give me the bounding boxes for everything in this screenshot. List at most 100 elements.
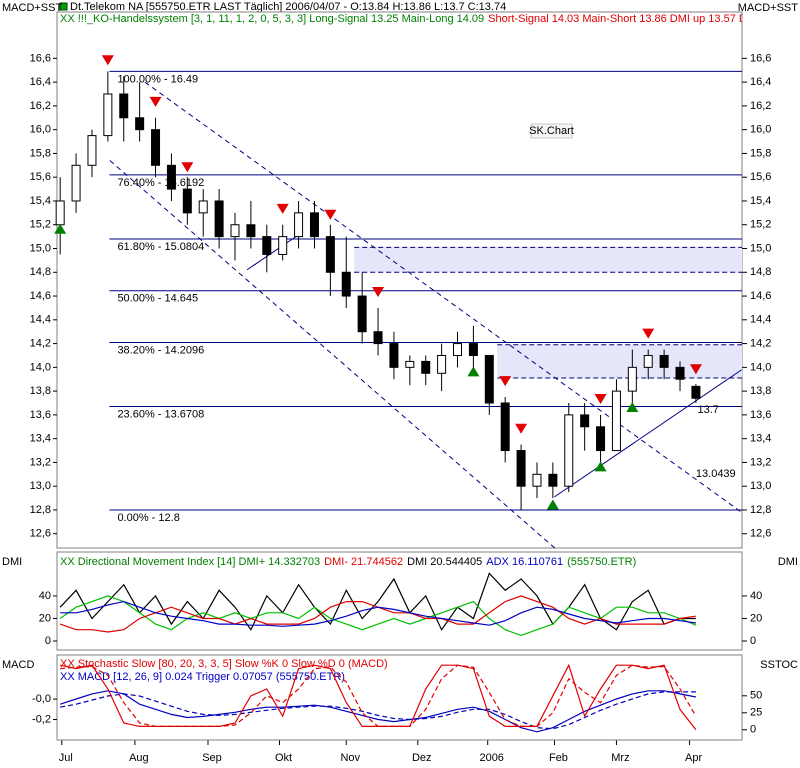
candle-body <box>691 385 701 399</box>
candle-body <box>437 354 447 374</box>
x-tick-label: Jul <box>59 752 73 764</box>
y-tick-label: 16,2 <box>750 100 771 112</box>
y-tick-label: -0,2 <box>32 713 51 725</box>
series-line <box>60 690 697 733</box>
y-tick-label: 15,0 <box>30 242 51 254</box>
y-tick-label: 13,8 <box>750 385 771 397</box>
y-tick-label: 14,4 <box>30 314 51 326</box>
candle-body <box>389 343 399 368</box>
y-tick-label: 16,0 <box>750 124 771 136</box>
y-tick-label: 15,6 <box>750 171 771 183</box>
annotation: 13.0439 <box>696 468 736 480</box>
candle-body <box>548 473 558 487</box>
y-tick-label: 15,4 <box>30 195 51 207</box>
candle-body <box>309 212 319 238</box>
y-tick-label: 14,6 <box>750 290 771 302</box>
x-tick-label: Feb <box>549 752 568 764</box>
signal-marker <box>594 394 607 405</box>
candle-body <box>421 360 431 374</box>
trendline <box>144 81 742 513</box>
title-part: XX !!!_KO-Handelssystem [3, 1, 11, 1, 2,… <box>60 13 484 25</box>
title-part: (555750.ETR) <box>567 556 636 568</box>
signal-marker <box>324 209 337 220</box>
candle-body <box>278 236 288 255</box>
candle-body <box>516 450 526 487</box>
y-tick-label: 16,6 <box>30 52 51 64</box>
fib-label: 38.20% - 14.2096 <box>117 344 204 356</box>
y-tick-label: 15,2 <box>30 219 51 231</box>
y-tick-label: 13,6 <box>30 409 51 421</box>
candle-body <box>373 331 383 345</box>
signal-marker <box>372 287 385 298</box>
y-tick-label: 14,0 <box>30 361 51 373</box>
candle-body <box>596 426 606 452</box>
y-tick-label: 13,4 <box>30 433 51 445</box>
y-tick-label: 14,2 <box>30 337 51 349</box>
candle-body <box>151 129 161 166</box>
chart-title: Dt.Telekom NA [555750.ETR LAST Täglich] … <box>70 1 506 13</box>
signal-marker <box>101 55 114 66</box>
candle-body <box>564 414 574 487</box>
candle-body <box>453 343 463 356</box>
panel-title: XX MACD [12, 26, 9] 0.024 Trigger 0.0705… <box>60 671 345 683</box>
y-tick-label: 14,6 <box>30 290 51 302</box>
x-tick-label: Mrz <box>611 752 629 764</box>
y-tick-label: 16,4 <box>30 76 51 88</box>
y-tick-label: 15,0 <box>750 242 771 254</box>
title-part: XX Directional Movement Index [14] DMI+ … <box>60 556 320 568</box>
zone <box>497 344 742 379</box>
fib-label: 0.00% - 12.8 <box>117 512 179 524</box>
candle-body <box>71 164 81 202</box>
y-tick-label: 13,2 <box>750 456 771 468</box>
series-icon <box>59 2 68 11</box>
candle-body <box>643 354 653 368</box>
panel-title: XX Stochastic Slow [80, 20, 3, 3, 5] Slo… <box>60 658 388 670</box>
signal-marker <box>642 328 655 339</box>
y-tick-label: 15,8 <box>30 147 51 159</box>
fib-label: 100.00% - 16.49 <box>117 73 198 85</box>
candle-body <box>87 135 97 166</box>
y-tick-label: 20 <box>750 612 762 624</box>
y-tick-label: 15,2 <box>750 219 771 231</box>
panel-label: MACD <box>2 659 34 671</box>
candle-body <box>166 164 176 190</box>
candle-body <box>262 236 272 255</box>
candle-body <box>214 200 224 238</box>
candle-body <box>103 93 113 137</box>
candle-body <box>294 212 304 238</box>
panel-label: DMI <box>778 556 798 568</box>
series-line <box>60 664 697 727</box>
y-tick-label: 14,8 <box>30 266 51 278</box>
panel-label: MACD+SST <box>738 2 798 14</box>
x-tick-label: Aug <box>129 752 149 764</box>
title-part: DMI- 21.744562 <box>324 556 403 568</box>
candle-body <box>468 343 478 356</box>
y-tick-label: 12,6 <box>30 528 51 540</box>
candle-body <box>659 354 669 368</box>
signal-marker <box>499 376 512 387</box>
trendline <box>554 369 742 498</box>
y-tick-label: 13,4 <box>750 433 771 445</box>
y-tick-label: 16,0 <box>30 124 51 136</box>
y-tick-label: 25 <box>750 707 762 719</box>
panel-label: SSTOC <box>760 659 798 671</box>
fib-label: 61.80% - 15.0804 <box>117 241 204 253</box>
signal-marker <box>467 366 480 377</box>
y-tick-label: 16,2 <box>30 100 51 112</box>
y-tick-label: 0 <box>750 724 756 736</box>
candle-body <box>182 188 192 214</box>
y-tick-label: 16,4 <box>750 76 771 88</box>
signal-marker <box>149 96 162 107</box>
y-tick-label: 0 <box>45 635 51 647</box>
candle-body <box>357 295 367 333</box>
candle-body <box>627 366 637 392</box>
candle-body <box>500 402 510 452</box>
title-part: DMI 20.544405 <box>407 556 482 568</box>
y-tick-label: 14,2 <box>750 337 771 349</box>
y-tick-label: 15,4 <box>750 195 771 207</box>
signal-marker <box>54 223 67 234</box>
y-tick-label: 15,6 <box>30 171 51 183</box>
candle-body <box>230 224 240 238</box>
